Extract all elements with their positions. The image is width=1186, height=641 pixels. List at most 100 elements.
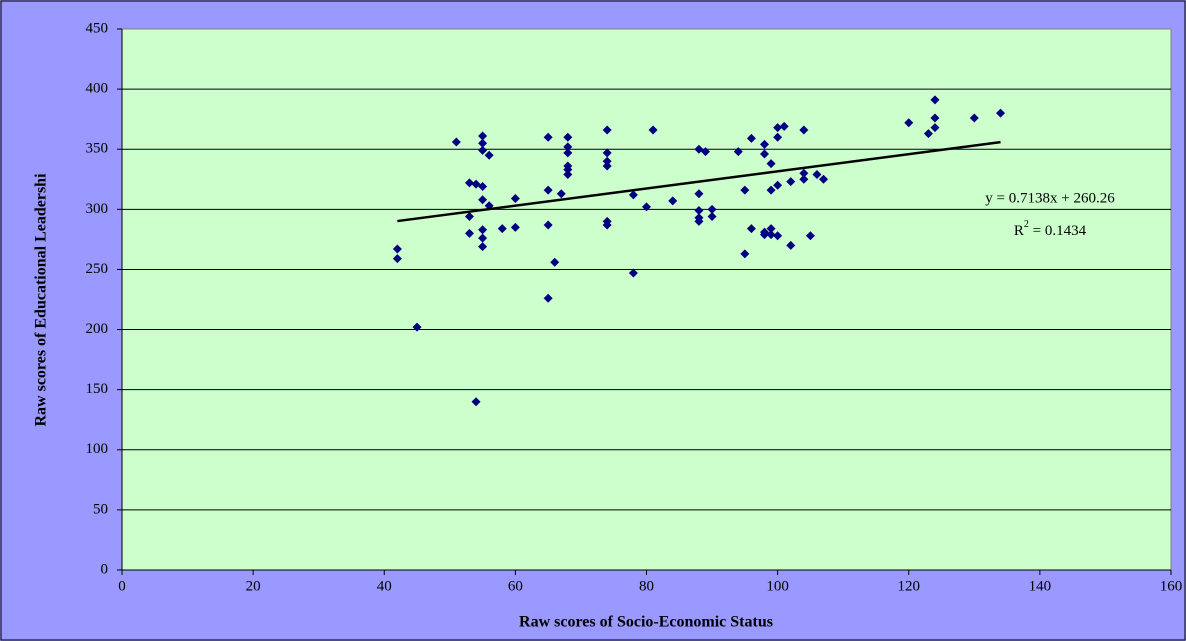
point: [602, 125, 612, 135]
point: [773, 231, 783, 241]
point: [648, 125, 658, 135]
point: [969, 113, 979, 123]
point: [701, 147, 711, 157]
point: [563, 132, 573, 142]
point: [766, 224, 776, 234]
point: [773, 132, 783, 142]
point: [760, 149, 770, 159]
point: [930, 113, 940, 123]
point: [805, 231, 815, 241]
y-tick-label: 150: [86, 381, 109, 397]
x-tick-label: 100: [766, 578, 789, 594]
r2-value: = 0.1434: [1029, 223, 1087, 239]
point: [746, 224, 756, 234]
point: [799, 168, 809, 178]
y-tick-label: 350: [86, 141, 109, 157]
y-tick-label: 50: [93, 501, 108, 517]
point: [642, 202, 651, 212]
point: [478, 225, 488, 235]
point: [563, 148, 573, 158]
point: [668, 196, 678, 206]
x-tick-label: 140: [1029, 578, 1052, 594]
point: [694, 189, 704, 199]
point: [602, 220, 612, 230]
point: [904, 118, 914, 128]
point: [478, 145, 488, 155]
point: [484, 150, 494, 160]
x-tick-label: 0: [118, 578, 126, 594]
point: [392, 244, 402, 254]
point: [471, 397, 481, 407]
point: [779, 121, 789, 131]
point: [478, 195, 488, 205]
y-tick-label: 400: [86, 81, 109, 97]
point: [497, 224, 507, 234]
point: [550, 257, 560, 267]
trend-equation: y = 0.7138x + 260.26: [985, 190, 1115, 206]
x-tick-label: 120: [898, 578, 921, 594]
point: [930, 95, 940, 105]
point: [694, 216, 704, 226]
point: [786, 240, 796, 250]
point: [478, 131, 488, 141]
point: [478, 242, 488, 252]
point: [996, 108, 1006, 118]
point: [819, 174, 829, 184]
point: [543, 132, 553, 142]
point: [478, 138, 488, 148]
point: [773, 123, 783, 133]
y-tick-label: 0: [101, 561, 109, 577]
point: [812, 169, 822, 179]
point: [602, 156, 612, 166]
point: [563, 165, 573, 175]
x-axis-title: Raw scores of Socio-Economic Status: [519, 614, 773, 631]
point: [602, 148, 612, 158]
point: [563, 142, 573, 152]
r2-sup: 2: [1024, 219, 1029, 230]
point: [451, 137, 461, 147]
point: [543, 220, 553, 230]
point: [799, 174, 809, 184]
x-tick-label: 80: [639, 578, 654, 594]
x-tick-label: 160: [1160, 578, 1183, 594]
point: [786, 177, 796, 187]
point: [628, 268, 638, 278]
r2-label: R: [1014, 223, 1024, 239]
x-tick-label: 40: [377, 578, 392, 594]
point: [707, 204, 717, 214]
point: [543, 293, 553, 303]
y-tick-label: 100: [86, 441, 109, 457]
point: [746, 133, 756, 143]
point: [510, 194, 520, 204]
point: [740, 185, 750, 195]
point: [740, 249, 750, 259]
point: [628, 190, 638, 200]
point: [412, 322, 422, 332]
point: [464, 212, 474, 222]
point: [733, 147, 743, 157]
point: [464, 228, 474, 238]
point: [707, 212, 717, 222]
y-tick-label: 200: [86, 321, 109, 337]
trendline: [397, 140, 1001, 223]
point: [694, 206, 704, 216]
point: [478, 181, 488, 191]
point: [602, 161, 612, 171]
point: [510, 222, 520, 232]
plot-area: [121, 28, 1172, 571]
point: [930, 123, 940, 133]
point: [556, 189, 566, 199]
point: [543, 185, 553, 195]
x-tick-label: 60: [508, 578, 523, 594]
point: [773, 180, 783, 190]
point: [464, 178, 474, 188]
point: [766, 159, 776, 169]
point: [766, 230, 776, 240]
point: [766, 185, 776, 195]
point: [799, 125, 809, 135]
y-tick-label: 450: [86, 20, 109, 36]
y-tick-label: 250: [86, 261, 109, 277]
point: [563, 169, 573, 179]
